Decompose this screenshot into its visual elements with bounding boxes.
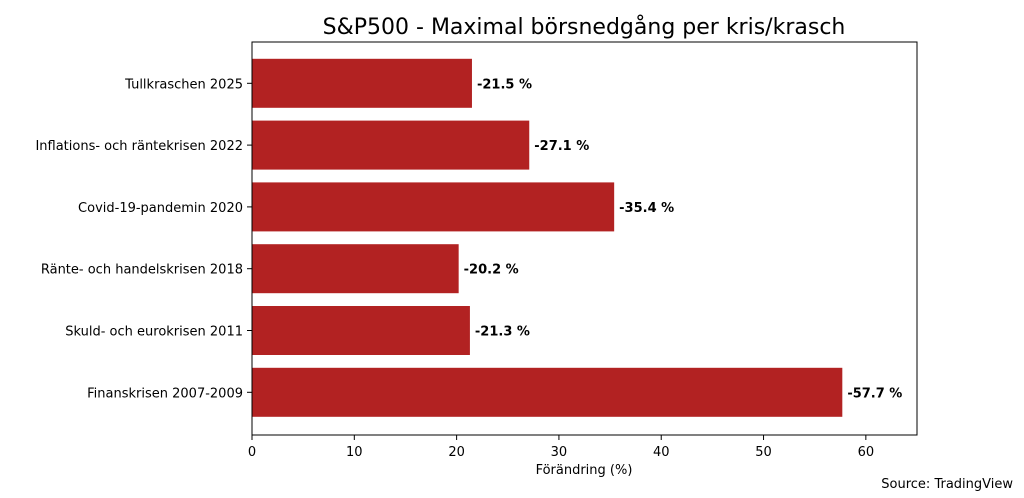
data-label: -21.3 % <box>475 325 530 340</box>
x-tick-label: 40 <box>653 445 670 460</box>
x-tick-label: 50 <box>755 445 772 460</box>
data-label: -35.4 % <box>619 201 674 216</box>
category-label: Finanskrisen 2007-2009 <box>87 386 243 401</box>
y-axis-categories: Finanskrisen 2007-2009 Skuld- och eurokri… <box>35 77 252 401</box>
source-note: Source: TradingView <box>881 477 1013 492</box>
data-labels: -57.7 % -21.3 % -20.2 % -35.4 % -27.1 % -21.5… <box>464 77 903 401</box>
x-tick-label: 60 <box>858 445 875 460</box>
plot-frame <box>251 41 918 436</box>
axes-group <box>251 41 918 436</box>
x-tick-label: 30 <box>551 445 568 460</box>
bar-5 <box>252 120 530 170</box>
bar-4 <box>252 182 615 232</box>
data-label: -27.1 % <box>534 139 589 154</box>
chart-title: S&P500 - Maximal börsnedgång per kris/kr… <box>323 14 846 40</box>
category-label: Inflations- och räntekrisen 2022 <box>35 139 243 154</box>
data-label: -57.7 % <box>847 386 902 401</box>
x-tick-label: 0 <box>248 445 256 460</box>
category-label: Tullkraschen 2025 <box>124 77 243 92</box>
category-label: Ränte- och handelskrisen 2018 <box>41 263 243 278</box>
data-label: -21.5 % <box>477 77 532 92</box>
data-label: -20.2 % <box>464 263 519 278</box>
x-tick-label: 20 <box>448 445 465 460</box>
x-tick-label: 10 <box>346 445 363 460</box>
category-label: Covid-19-pandemin 2020 <box>78 201 243 216</box>
bar-3 <box>252 244 459 294</box>
x-axis-ticks: 0 10 20 30 40 50 60 <box>248 435 874 460</box>
x-axis-label: Förändring (%) <box>536 463 633 478</box>
bar-1 <box>252 367 843 417</box>
category-label: Skuld- och eurokrisen 2011 <box>65 325 243 340</box>
bar-2 <box>252 306 470 355</box>
bar-6 <box>252 58 472 108</box>
bars-group <box>252 58 843 417</box>
